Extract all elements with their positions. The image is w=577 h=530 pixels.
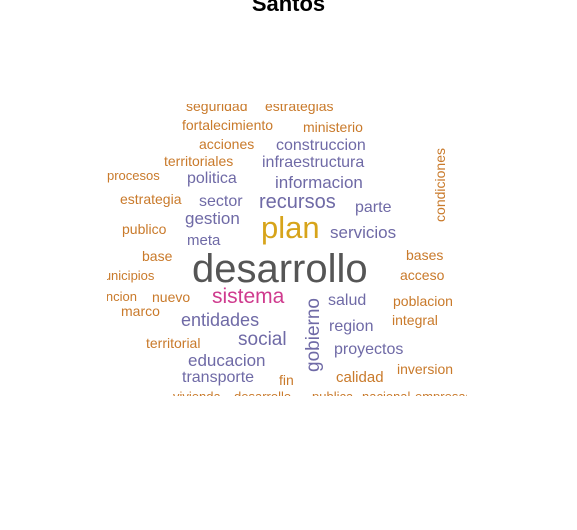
word-acceso: acceso <box>400 267 445 283</box>
word-condiciones: condiciones <box>432 148 448 222</box>
word-fin: fin <box>279 372 294 388</box>
word-ministerio: ministerio <box>303 119 363 135</box>
word-transporte: transporte <box>182 369 255 386</box>
word-fortalecimiento: fortalecimiento <box>182 117 274 133</box>
word-base: base <box>142 248 173 264</box>
word-construccion: construccion <box>276 137 366 154</box>
word-bases: bases <box>406 247 444 263</box>
word-parte: parte <box>355 199 392 216</box>
word-procesos: procesos <box>107 168 160 183</box>
chart-title: Santos <box>251 0 326 16</box>
word-gobierno: gobierno <box>303 298 324 372</box>
word-proyectos: proyectos <box>334 341 404 358</box>
word-educacion: educacion <box>188 351 266 370</box>
word-recursos: recursos <box>259 191 336 213</box>
word-territorial: territorial <box>146 335 201 351</box>
word-empresas-cut: empresas <box>415 390 467 396</box>
word-meta: meta <box>187 232 221 249</box>
word-estrategia: estrategia <box>120 191 182 207</box>
word-seguridad: seguridad <box>186 104 248 114</box>
word-social: social <box>238 329 287 350</box>
word-gestion: gestion <box>185 209 240 228</box>
word-desarrollo-cut: desarrollo <box>234 390 291 396</box>
word-municipios: municipios <box>107 268 155 283</box>
word-acciones: acciones <box>199 136 255 152</box>
word-integral: integral <box>392 312 438 328</box>
word-nacional-cut: nacional <box>362 390 410 396</box>
word-sector: sector <box>199 193 243 210</box>
word-publica-cut: publica <box>312 390 353 396</box>
word-region: region <box>329 318 374 335</box>
word-informacion: informacion <box>275 173 363 192</box>
word-estrategias: estrategias <box>265 104 334 114</box>
word-cloud: seguridad estrategias fortalecimiento mi… <box>107 104 467 396</box>
word-territoriales: territoriales <box>164 153 234 169</box>
word-poblacion: poblacion <box>393 293 453 309</box>
word-calidad: calidad <box>336 369 384 386</box>
word-funcion: funcion <box>107 289 137 304</box>
word-desarrollo: desarrollo <box>192 247 368 291</box>
word-publico: publico <box>122 221 167 237</box>
word-vivienda-cut: vivienda <box>173 390 221 396</box>
word-plan: plan <box>261 210 320 245</box>
word-salud: salud <box>328 292 367 309</box>
word-nuevo: nuevo <box>152 289 191 305</box>
word-entidades: entidades <box>181 310 260 330</box>
word-sistema: sistema <box>212 285 285 308</box>
word-politica: politica <box>187 170 237 187</box>
word-inversion: inversion <box>397 361 454 377</box>
word-infraestructura: infraestructura <box>262 154 365 171</box>
word-servicios: servicios <box>330 223 397 242</box>
word-marco: marco <box>121 303 160 319</box>
